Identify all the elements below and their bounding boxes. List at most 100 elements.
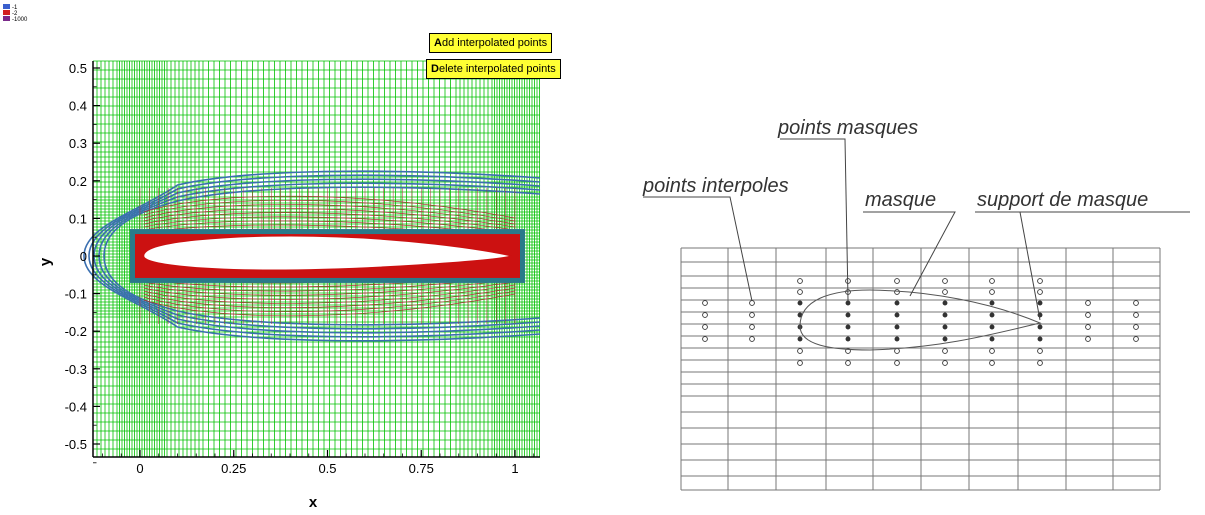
masked-point [894, 324, 900, 330]
masked-point [942, 300, 948, 306]
near-field-line-lower [143, 281, 516, 300]
label-masque: masque [865, 189, 936, 211]
masked-point [989, 300, 995, 306]
y-tick-label: -0.3 [65, 362, 87, 377]
interpolated-point [989, 348, 995, 354]
x-tick-label: 1 [511, 461, 518, 476]
masked-point [989, 336, 995, 342]
masked-point [894, 300, 900, 306]
interpolated-point [797, 289, 803, 295]
label-points-masques: points masques [777, 117, 918, 139]
interpolated-point [1037, 348, 1043, 354]
masking-schematic: points masques points interpoles masque … [642, 117, 1190, 491]
add-button-label: dd interpolated points [441, 37, 548, 49]
interpolated-point [749, 336, 755, 342]
y-tick-label: 0 [80, 249, 87, 264]
interpolated-point [1037, 289, 1043, 295]
leader-lines [643, 138, 1190, 321]
interpolated-point [749, 300, 755, 306]
masked-point [845, 336, 851, 342]
interpolated-point [989, 278, 995, 284]
interpolated-point [942, 278, 948, 284]
masked-point [894, 336, 900, 342]
interpolated-point [894, 278, 900, 284]
y-tick-label: -0.4 [65, 399, 87, 414]
o-mesh-ring [83, 170, 541, 342]
interpolated-point [702, 336, 708, 342]
interpolated-point [749, 324, 755, 330]
masked-point [845, 324, 851, 330]
interpolated-point [942, 360, 948, 366]
near-field-line-upper [143, 199, 516, 222]
leader-points-interpoles [643, 196, 753, 302]
airfoil-mask [143, 235, 512, 271]
y-tick-label: 0.4 [69, 99, 87, 114]
masked-point [797, 300, 803, 306]
masked-point [989, 324, 995, 330]
interpolated-point [894, 289, 900, 295]
legend-label-1: -1 [12, 5, 18, 11]
y-axis-label: y [37, 257, 54, 266]
masked-point [845, 300, 851, 306]
legend-swatch-2 [3, 10, 10, 15]
masked-point [845, 312, 851, 318]
masked-point [942, 324, 948, 330]
near-field-line-upper [143, 212, 516, 231]
masked-point [942, 336, 948, 342]
leader-masque [863, 211, 956, 297]
near-field-line-lower [143, 290, 516, 313]
mini-legend: -1 -2 -1000 [3, 4, 28, 23]
x-tick-label: 0.25 [221, 461, 246, 476]
interpolated-point [1133, 336, 1139, 342]
add-interpolated-points-button[interactable]: Add interpolated points [429, 33, 553, 53]
interpolated-point [1085, 312, 1091, 318]
masked-point [1037, 324, 1043, 330]
masked-point [797, 336, 803, 342]
y-tick-label: -0.1 [65, 287, 87, 302]
add-button-hotkey: A [434, 37, 442, 49]
o-mesh-ring [103, 186, 541, 326]
y-tick-label: 0.5 [69, 61, 87, 76]
schematic-grid [680, 247, 1161, 491]
x-tick-label: 0 [136, 461, 143, 476]
interpolated-point [942, 348, 948, 354]
legend-label-3: -1000 [12, 17, 28, 23]
interpolated-point [1037, 278, 1043, 284]
interpolated-point [1085, 300, 1091, 306]
masked-point [1037, 336, 1043, 342]
mesh-bands [83, 170, 541, 342]
interpolated-point [797, 348, 803, 354]
near-field-line-lower [143, 287, 516, 308]
label-points-interpoles: points interpoles [642, 175, 789, 197]
masked-point [1037, 300, 1043, 306]
interpolated-point [797, 360, 803, 366]
plot-axes: 0.5 0.4 0.3 0.2 0.1 0 -0.1 -0.2 -0.3 -0.4 -0.5 0 0.2… [65, 61, 540, 476]
interpolated-point [894, 360, 900, 366]
interpolated-point [1085, 336, 1091, 342]
interpolated-point [702, 300, 708, 306]
near-field-line-upper [143, 208, 516, 228]
x-tick-label: 0.75 [409, 461, 434, 476]
near-field-line-lower [143, 293, 516, 317]
y-tick-label: 0.1 [69, 211, 87, 226]
legend-label-2: -2 [12, 11, 18, 17]
near-field-line-lower [143, 284, 516, 304]
masked-point [989, 312, 995, 318]
interpolated-point [1133, 324, 1139, 330]
interpolated-point [1133, 312, 1139, 318]
delete-interpolated-points-button[interactable]: Delete interpolated points [426, 59, 561, 79]
masked-point [894, 312, 900, 318]
interpolated-point [989, 360, 995, 366]
masked-point [942, 312, 948, 318]
interpolated-point [1133, 300, 1139, 306]
leader-support-de-masque [1019, 211, 1041, 321]
interpolated-point [1037, 360, 1043, 366]
y-tick-label: -0.2 [65, 324, 87, 339]
x-axis-label: x [309, 494, 318, 511]
mesh-plot: 0.5 0.4 0.3 0.2 0.1 0 -0.1 -0.2 -0.3 -0.4 -0.5 0 0.2… [37, 60, 541, 511]
delete-button-label: elete interpolated points [438, 63, 556, 75]
label-support-de-masque: support de masque [977, 189, 1148, 211]
x-tick-label: 0.5 [318, 461, 336, 476]
y-tick-label: 0.2 [69, 174, 87, 189]
